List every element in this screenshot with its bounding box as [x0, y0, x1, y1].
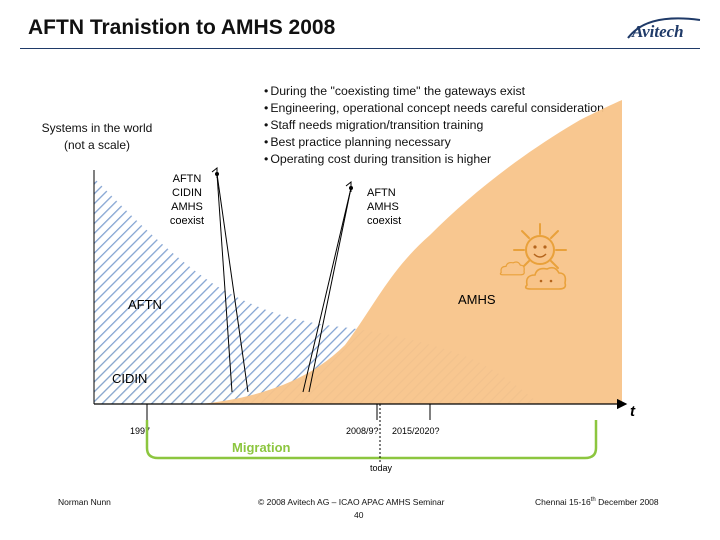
footer-page-number: 40 [354, 510, 364, 520]
callout-left-line3: AMHS [171, 201, 203, 213]
systems-label-line2: (not a scale) [63, 138, 131, 152]
today-label: today [370, 463, 393, 473]
cloud-icon [524, 266, 567, 290]
footer-event: Chennai 15-16th December 2008 [535, 497, 659, 507]
time-axis-label: t [630, 403, 636, 420]
logo-text: Avitech [631, 22, 684, 41]
bullet-item: Operating cost during transition is high… [264, 151, 604, 168]
tick-label-2015: 2015/2020? [392, 426, 440, 436]
footer-event-sup: th [590, 497, 596, 504]
footer-event-prefix: Chennai 15-16 [535, 497, 591, 507]
callout-line-right-b [308, 187, 352, 393]
bullet-item: Engineering, operational concept needs c… [264, 100, 604, 117]
sun-icon [513, 223, 567, 269]
systems-label-line1: Systems in the world [41, 121, 153, 135]
logo-swoosh [627, 17, 701, 39]
amhs-area [200, 100, 622, 404]
callout-dot-left [215, 172, 219, 176]
migration-label: Migration [232, 440, 291, 455]
callout-dot-right [349, 186, 353, 190]
callout-line-right-a [302, 187, 352, 393]
area-label-aftn: AFTN [128, 297, 162, 312]
avitech-logo: Avitech [627, 17, 701, 41]
callout-left-line1: AFTN [173, 173, 202, 185]
callout-left-line2: CIDIN [172, 187, 202, 199]
systems-label: Systems in the world (not a scale) [22, 120, 172, 154]
bullet-item: Staff needs migration/transition trainin… [264, 117, 604, 134]
area-label-amhs: AMHS [458, 292, 496, 307]
migration-bracket [145, 420, 598, 460]
footer-event-suffix: December 2008 [595, 497, 659, 507]
callout-right-line1: AFTN [367, 187, 396, 199]
tick-label-2008: 2008/9? [346, 426, 379, 436]
bullet-item: During the "coexisting time" the gateway… [264, 83, 604, 100]
slide-title: AFTN Tranistion to AMHS 2008 [28, 16, 336, 39]
callout-line-left-a [216, 173, 249, 393]
callout-left-line4: coexist [170, 215, 204, 227]
callout-line-left-b [216, 173, 233, 393]
callout-right-line2: AMHS [367, 201, 399, 213]
bullet-list: During the "coexisting time" the gateway… [264, 83, 604, 168]
callout-right-line3: coexist [367, 215, 401, 227]
footer-copyright: © 2008 Avitech AG – ICAO APAC AMHS Semin… [258, 497, 445, 507]
footer-author: Norman Nunn [58, 497, 111, 507]
title-divider [20, 48, 700, 49]
area-label-cidin: CIDIN [112, 371, 147, 386]
bullet-item: Best practice planning necessary [264, 134, 604, 151]
cloud-icon [499, 261, 525, 276]
tick-label-1997: 1997 [130, 426, 150, 436]
